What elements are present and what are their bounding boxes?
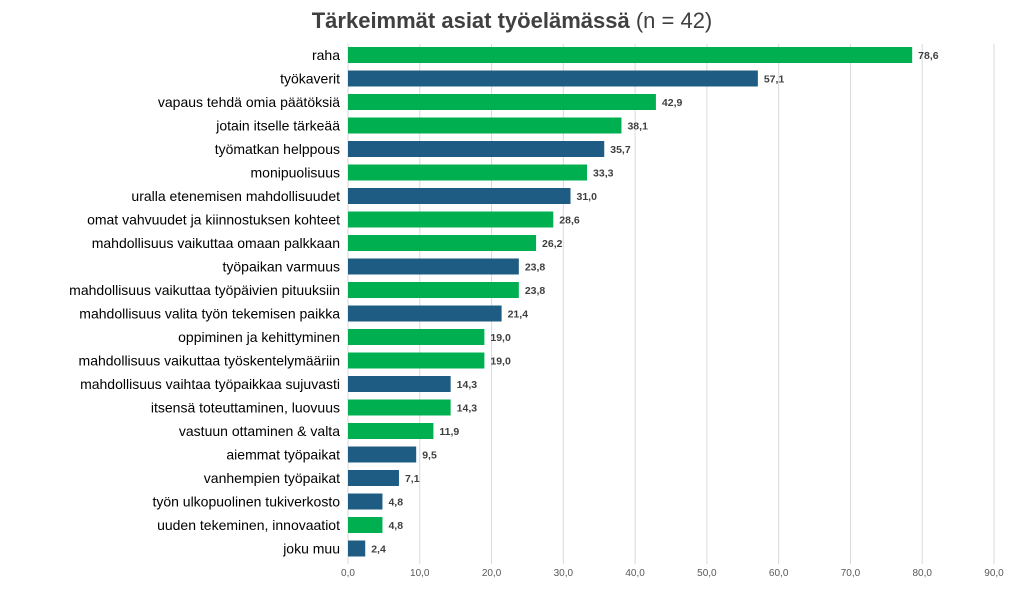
category-label: omat vahvuudet ja kiinnostuksen kohteet	[87, 212, 340, 228]
bar	[348, 94, 656, 110]
category-label: mahdollisuus vaihtaa työpaikkaa sujuvast…	[80, 376, 340, 392]
bar	[348, 470, 399, 486]
bar	[348, 329, 485, 345]
bar	[348, 188, 571, 204]
x-tick-label: 90,0	[984, 568, 1004, 579]
bar	[348, 141, 605, 157]
category-label: mahdollisuus vaikuttaa työpäivien pituuk…	[69, 282, 340, 298]
bar	[348, 258, 519, 275]
category-label: joku muu	[282, 541, 340, 557]
x-tick-label: 80,0	[912, 568, 932, 579]
bar	[348, 164, 588, 181]
category-label: vastuun ottaminen & valta	[179, 423, 340, 439]
category-label: mahdollisuus valita työn tekemisen paikk…	[79, 306, 340, 322]
data-label: 26,2	[542, 238, 563, 250]
category-label: jotain itselle tärkeää	[215, 118, 340, 134]
category-label: itsensä toteuttaminen, luovuus	[151, 400, 340, 416]
x-tick-label: 0,0	[341, 568, 355, 579]
bar	[348, 70, 758, 87]
bars	[348, 47, 913, 557]
bar	[348, 517, 383, 533]
data-label: 9,5	[422, 450, 437, 462]
category-label: oppiminen ja kehittyminen	[178, 329, 340, 345]
bar	[348, 211, 554, 228]
data-label: 23,8	[525, 285, 546, 297]
bar	[348, 540, 366, 557]
gridlines	[347, 44, 995, 564]
category-label: aiemmat työpaikat	[226, 447, 340, 463]
data-label: 38,1	[627, 121, 648, 133]
bar	[348, 282, 519, 298]
data-label: 19,0	[490, 332, 511, 344]
bar	[348, 305, 502, 322]
category-label: työn ulkopuolinen tukiverkosto	[152, 494, 340, 510]
x-tick-label: 10,0	[410, 568, 430, 579]
category-labels: raha työkaverit vapaus tehdä omia päätöksi…	[69, 47, 340, 557]
data-label: 57,1	[764, 74, 785, 86]
category-label: vanhempien työpaikat	[204, 470, 340, 486]
category-label: uuden tekeminen, innovaatiot	[157, 517, 340, 533]
x-tick-label: 60,0	[769, 568, 789, 579]
data-label: 7,1	[405, 473, 420, 485]
x-tick-label: 70,0	[841, 568, 861, 579]
category-label: uralla etenemisen mahdollisuudet	[131, 188, 340, 204]
category-label: työkaverit	[280, 71, 340, 87]
data-label: 35,7	[610, 144, 631, 156]
category-label: työpaikan varmuus	[222, 259, 340, 275]
data-label: 42,9	[662, 97, 683, 109]
category-label: mahdollisuus vaikuttaa työskentelymäärii…	[79, 353, 340, 369]
category-label: työmatkan helppous	[215, 141, 340, 157]
data-label: 11,9	[439, 426, 459, 438]
data-label: 78,6	[918, 50, 939, 62]
data-label: 28,6	[559, 215, 580, 227]
data-label: 19,0	[490, 356, 511, 368]
x-tick-label: 50,0	[697, 568, 717, 579]
data-label: 21,4	[508, 309, 529, 321]
category-label: vapaus tehdä omia päätöksiä	[158, 94, 340, 110]
data-label: 33,3	[593, 168, 614, 180]
x-tick-label: 20,0	[482, 568, 502, 579]
bar	[348, 117, 622, 134]
chart-title-main: Tärkeimmät asiat työelämässä	[311, 8, 630, 33]
data-label: 31,0	[577, 191, 598, 203]
bar	[348, 235, 537, 251]
category-label: raha	[312, 47, 340, 63]
category-label: monipuolisuus	[251, 165, 341, 181]
data-label: 4,8	[388, 497, 403, 509]
data-label: 23,8	[525, 262, 546, 274]
data-label: 14,3	[457, 379, 478, 391]
value-labels: 78,6 57,1 42,9 38,1 35,7 33,3 31,0 28,6 26,2 23,8…	[371, 50, 939, 556]
chart-title-sample-size: (n = 42)	[635, 8, 713, 33]
bar	[348, 352, 485, 369]
bar	[348, 376, 451, 392]
bar	[348, 446, 417, 463]
x-tick-label: 40,0	[625, 568, 645, 579]
bar	[348, 399, 451, 416]
x-axis-tick-labels: 0,0 10,0 20,0 30,0 40,0 50,0 60,0 70,0 80,0 90,0	[341, 568, 1004, 579]
bar	[348, 493, 383, 510]
chart-title: Tärkeimmät asiat työelämässä (n = 42)	[0, 8, 1024, 34]
data-label: 4,8	[388, 520, 403, 532]
bar	[348, 47, 913, 63]
data-label: 14,3	[457, 403, 478, 415]
bar	[348, 423, 434, 439]
data-label: 2,4	[371, 544, 386, 556]
x-tick-label: 30,0	[554, 568, 574, 579]
category-label: mahdollisuus vaikuttaa omaan palkkaan	[92, 235, 340, 251]
